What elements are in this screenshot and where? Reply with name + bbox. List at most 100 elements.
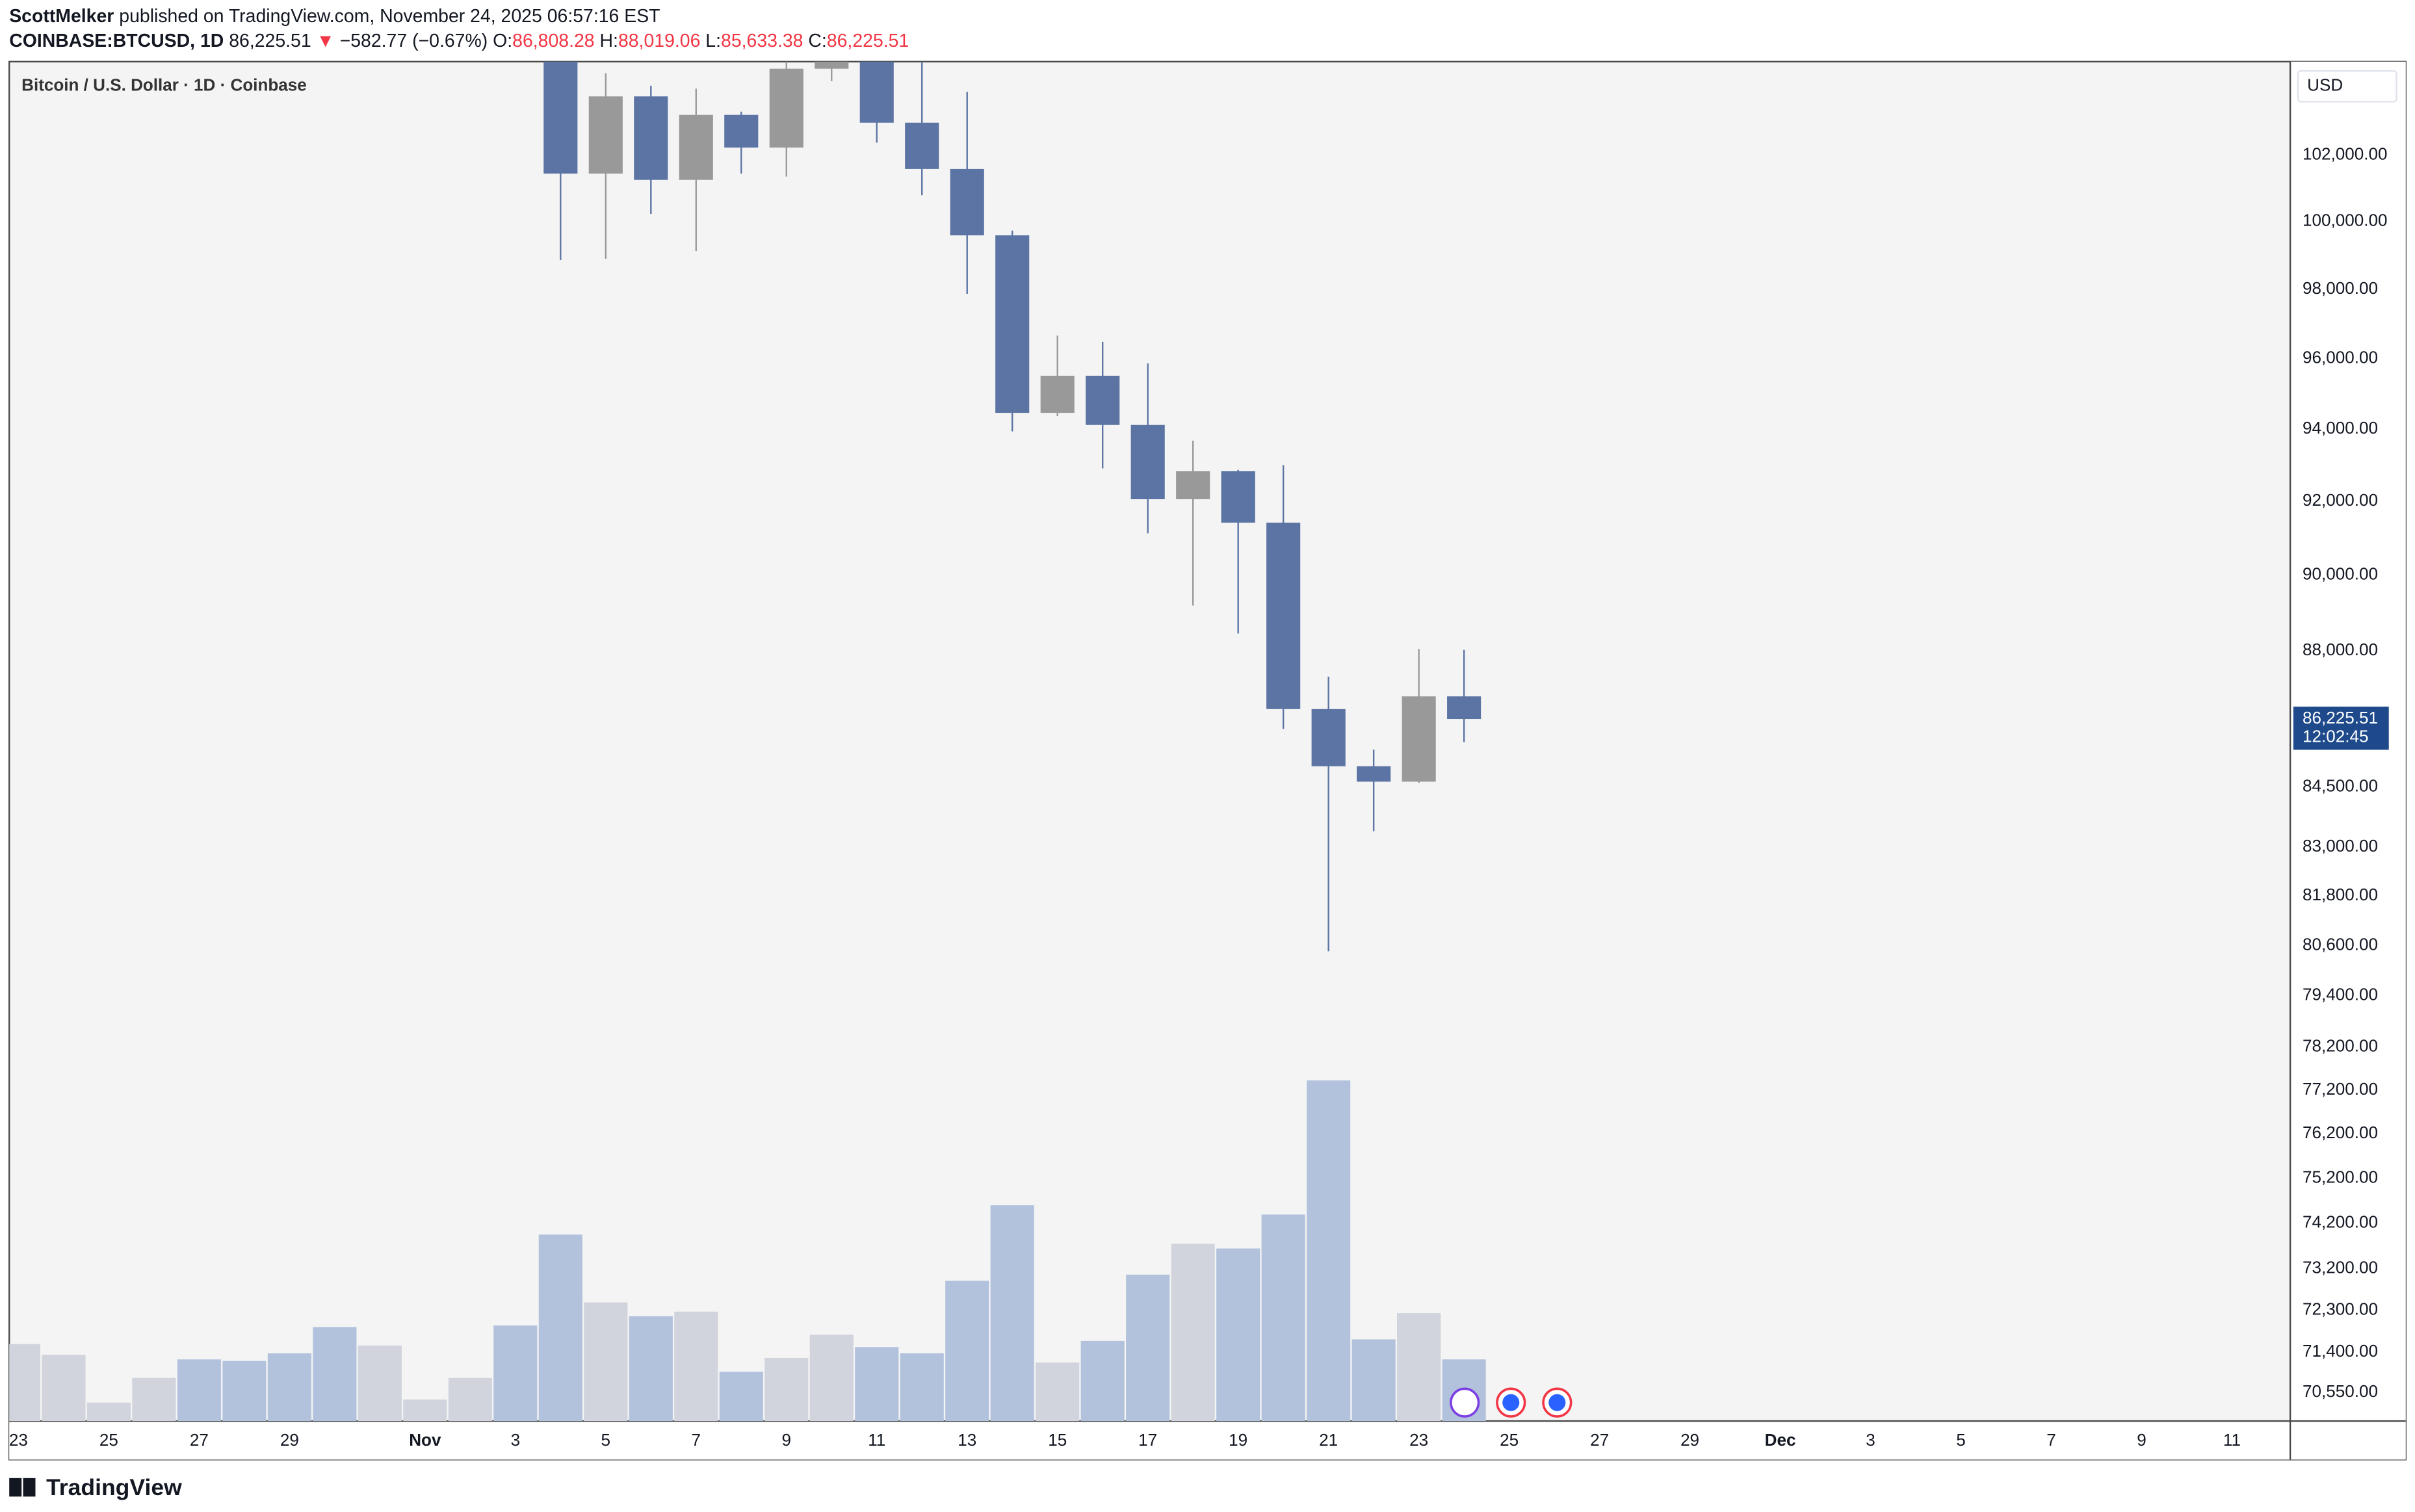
y-tick-label: 84,500.00 <box>2303 776 2378 795</box>
volume-bar <box>1080 1340 1125 1422</box>
volume-bar <box>313 1327 357 1422</box>
y-tick-label: 74,200.00 <box>2303 1212 2378 1231</box>
event-icon-flag <box>1548 1394 1566 1411</box>
header-line-2: COINBASE:BTCUSD, 1D 86,225.51 ▼ −582.77 … <box>9 31 909 51</box>
candle-body <box>588 96 623 174</box>
volume-layer <box>9 1080 1486 1422</box>
time-axis <box>9 1421 2291 1460</box>
candle-body <box>1130 424 1165 499</box>
x-tick-label: 7 <box>692 1430 701 1450</box>
candle-body <box>1311 709 1346 766</box>
ohlc-label: O: <box>493 31 512 51</box>
candle-body <box>679 114 713 180</box>
volume-bar <box>448 1377 492 1422</box>
x-tick-label: 29 <box>1680 1430 1699 1450</box>
ohlc-label: H: <box>600 31 618 51</box>
y-tick-label: 100,000.00 <box>2303 211 2387 230</box>
ohlc-value: 86,225.51 <box>827 31 909 51</box>
y-tick-label: 76,200.00 <box>2303 1123 2378 1142</box>
price: 86,225.51 <box>229 31 311 51</box>
volume-bar <box>809 1335 854 1422</box>
volume-bar <box>900 1353 944 1422</box>
candle-body <box>950 168 984 236</box>
published: published on TradingView.com, November 2… <box>119 6 660 27</box>
x-tick-label: 5 <box>1956 1430 1965 1450</box>
candle-body <box>995 235 1030 413</box>
x-tick-label: 23 <box>9 1430 28 1450</box>
ohlc-label: C: <box>808 31 826 51</box>
y-tick-label: 94,000.00 <box>2303 418 2378 437</box>
volume-bar <box>945 1281 989 1422</box>
currency-box[interactable] <box>2297 70 2397 103</box>
header-line-1: ScottMelker published on TradingView.com… <box>9 6 660 27</box>
change-arrow: ▼ <box>317 31 335 51</box>
logo[interactable]: TradingView <box>9 1474 182 1500</box>
candle-body <box>769 68 803 148</box>
volume-bar <box>855 1347 899 1422</box>
volume-bar <box>1171 1244 1215 1422</box>
candle-body <box>1086 376 1120 425</box>
chart-title: Bitcoin / U.S. Dollar · 1D · Coinbase <box>21 75 307 95</box>
logo-mark <box>23 1478 36 1497</box>
ohlc-label: L: <box>705 31 721 51</box>
x-tick-label: 15 <box>1048 1430 1067 1450</box>
x-tick-label: 25 <box>99 1430 118 1450</box>
volume-bar <box>42 1355 86 1422</box>
candle-body <box>815 61 849 69</box>
event-icon-flag <box>1502 1394 1520 1411</box>
symbol: COINBASE:BTCUSD, 1D <box>9 31 224 51</box>
x-tick-label: 9 <box>2137 1430 2146 1450</box>
volume-bar <box>1397 1313 1441 1422</box>
x-tick-label: 27 <box>190 1430 209 1450</box>
x-tick-label: 19 <box>1229 1430 1247 1450</box>
y-tick-label: 71,400.00 <box>2303 1341 2378 1361</box>
y-tick-label: 88,000.00 <box>2303 640 2378 659</box>
y-tick-label: 92,000.00 <box>2303 490 2378 510</box>
candle-body <box>1176 471 1210 499</box>
volume-bar <box>1351 1339 1396 1422</box>
ohlc-value: 88,019.06 <box>618 31 700 51</box>
candle-body <box>1221 471 1255 523</box>
candle-body <box>634 96 668 180</box>
chart-frame <box>8 60 2407 1461</box>
candle-body <box>724 114 759 148</box>
candle-body <box>1447 696 1482 720</box>
countdown: 12:02:45 <box>2303 726 2368 746</box>
y-tick-label: 72,300.00 <box>2303 1299 2378 1318</box>
author: ScottMelker <box>9 6 114 27</box>
volume-bar <box>538 1234 582 1422</box>
y-tick-label: 83,000.00 <box>2303 836 2378 855</box>
volume-bar <box>629 1316 673 1422</box>
logo-text[interactable]: TradingView <box>46 1474 182 1500</box>
x-tick-label: Nov <box>409 1430 441 1450</box>
volume-bar <box>493 1325 538 1422</box>
y-tick-label: 81,800.00 <box>2303 885 2378 904</box>
y-tick-label: 78,200.00 <box>2303 1036 2378 1055</box>
currency[interactable]: USD <box>2307 75 2343 95</box>
y-tick-label: 75,200.00 <box>2303 1167 2378 1186</box>
volume-bar <box>1036 1362 1080 1422</box>
candle-body <box>1402 696 1436 782</box>
y-tick-label: 77,200.00 <box>2303 1079 2378 1099</box>
volume-bar <box>990 1205 1034 1422</box>
volume-bar <box>1126 1274 1170 1422</box>
volume-bar <box>222 1361 267 1422</box>
candle-layer <box>543 61 1482 952</box>
candle-body <box>859 61 894 123</box>
y-tick-label: 70,550.00 <box>2303 1381 2378 1401</box>
x-tick-label: Dec <box>1765 1430 1796 1450</box>
ohlc-value: 85,633.38 <box>721 31 803 51</box>
volume-bar <box>358 1345 402 1422</box>
x-tick-label: 25 <box>1500 1430 1519 1450</box>
y-tick-label: 80,600.00 <box>2303 934 2378 954</box>
x-tick-label: 29 <box>280 1430 299 1450</box>
candle-body <box>1357 766 1391 782</box>
price-label-box <box>2293 707 2389 750</box>
volume-bar <box>177 1359 221 1422</box>
x-tick-label: 3 <box>511 1430 520 1450</box>
volume-bar <box>1216 1248 1260 1422</box>
event-icons[interactable] <box>1450 1387 1573 1418</box>
event-icon[interactable] <box>1450 1387 1480 1418</box>
